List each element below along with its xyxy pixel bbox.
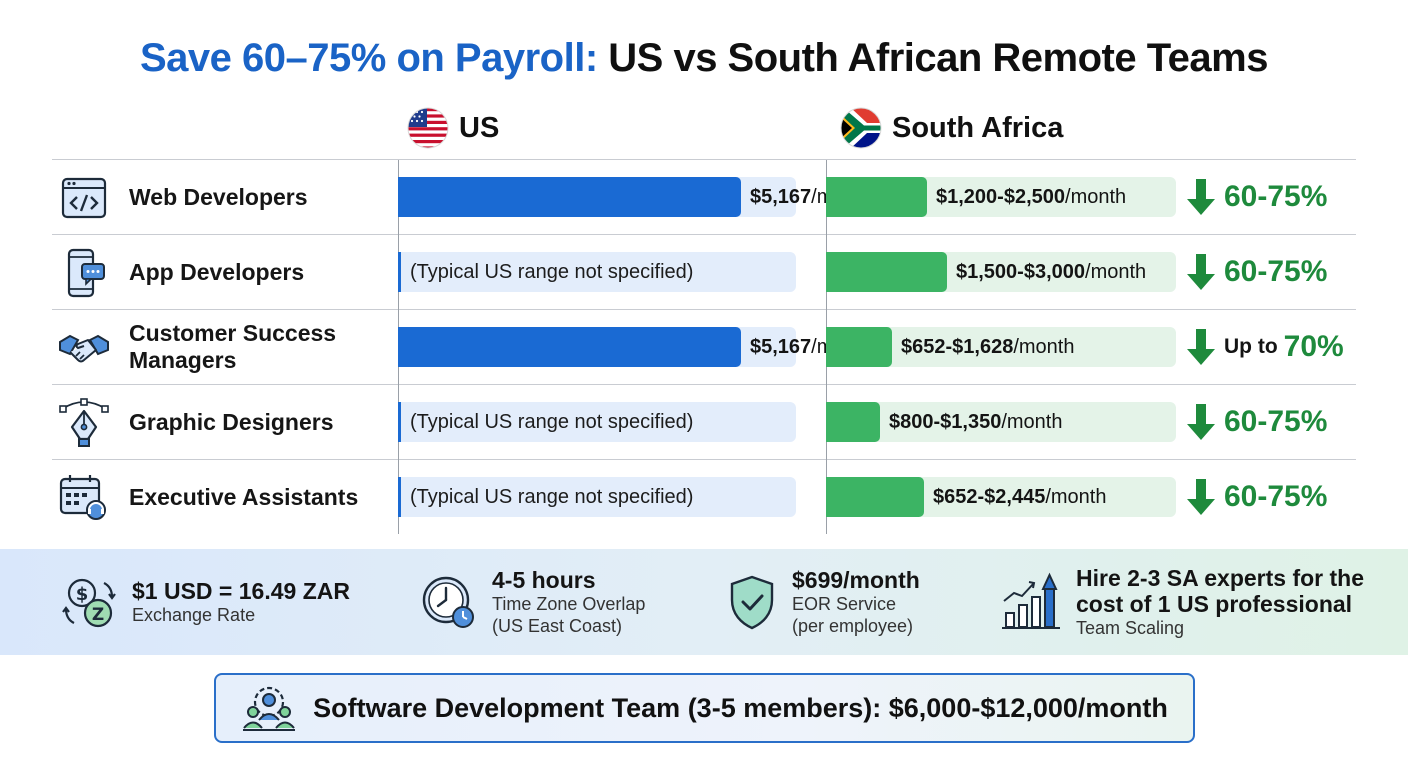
- role-label: Customer Success Managers: [129, 320, 337, 373]
- exchange-rate-value: $1 USD = 16.49 ZAR: [132, 578, 350, 604]
- us-bar-track: $5,167/month: [398, 177, 872, 217]
- down-arrow-icon: [1187, 254, 1215, 290]
- stat-exchange-rate: $ Z $1 USD = 16.49 ZAR Exchange Rate: [60, 549, 350, 655]
- sa-bar-track: $800-$1,350/month: [826, 402, 1176, 442]
- eor-service-note: (per employee): [792, 616, 914, 636]
- us-bar-empty-marker: [398, 477, 401, 517]
- time-zone-value: 4-5 hours: [492, 567, 596, 593]
- savings-indicator: 60-75%: [1186, 160, 1327, 234]
- us-bar: [398, 177, 741, 217]
- currency-exchange-icon: $ Z: [62, 578, 116, 628]
- savings-prefix: Up to: [1224, 335, 1278, 358]
- stat-eor-service: $699/month EOR Service (per employee): [726, 549, 920, 655]
- table-row: Executive Assistants (Typical US range no…: [52, 460, 1356, 534]
- down-arrow-icon: [1187, 479, 1215, 515]
- sa-bar: [826, 177, 927, 217]
- grid-line: [52, 309, 1356, 310]
- us-not-specified-label: (Typical US range not specified): [410, 260, 694, 283]
- svg-text:$: $: [76, 584, 89, 605]
- sa-bar: [826, 477, 924, 517]
- shield-check-icon: [730, 575, 774, 630]
- clock-icon: [422, 576, 474, 628]
- sa-column-label: South Africa: [892, 111, 1064, 144]
- table-row: Graphic Designers (Typical US range not s…: [52, 385, 1356, 459]
- title-highlight: Save 60–75% on Payroll:: [140, 36, 598, 80]
- sa-bar: [826, 402, 880, 442]
- table-row: Customer Success Managers $5,167/month $65…: [52, 310, 1356, 384]
- team-gear-icon: [243, 686, 296, 731]
- down-arrow-icon: [1187, 404, 1215, 440]
- team-scaling-value-line1: Hire 2-3 SA experts for the: [1076, 565, 1365, 591]
- sa-bar: [826, 327, 892, 367]
- time-zone-label: Time Zone Overlap: [492, 594, 646, 614]
- role-label: Executive Assistants: [129, 483, 359, 510]
- team-scaling-value-line2: cost of 1 US professional: [1076, 591, 1353, 617]
- role-label: App Developers: [129, 258, 305, 285]
- grid-line: [52, 234, 1356, 235]
- mobile-chat-icon: [58, 247, 110, 299]
- us-not-specified-label: (Typical US range not specified): [410, 410, 694, 433]
- us-bar-track: (Typical US range not specified): [398, 402, 796, 442]
- savings-percent: 60-75%: [1224, 255, 1328, 288]
- sa-bar-track: $652-$2,445/month: [826, 477, 1176, 517]
- savings-indicator: Up to 70%: [1186, 310, 1344, 384]
- exchange-rate-label: Exchange Rate: [132, 605, 256, 625]
- stat-team-scaling: Hire 2-3 SA experts for the cost of 1 US…: [1000, 549, 1364, 655]
- table-row: App Developers (Typical US range not spec…: [52, 235, 1356, 309]
- us-bar-empty-marker: [398, 252, 401, 292]
- calendar-headset-icon: [58, 472, 110, 524]
- stats-band: $ Z $1 USD = 16.49 ZAR Exchange Rate 4-5…: [0, 549, 1408, 655]
- us-bar-track: (Typical US range not specified): [398, 252, 796, 292]
- team-cost-callout: Software Development Team (3-5 members):…: [214, 673, 1195, 743]
- savings-indicator: 60-75%: [1186, 235, 1327, 309]
- stat-time-zone: 4-5 hours Time Zone Overlap (US East Coa…: [420, 549, 645, 655]
- savings-indicator: 60-75%: [1186, 460, 1327, 534]
- eor-service-value: $699/month: [792, 567, 920, 593]
- title-rest: US vs South African Remote Teams: [608, 36, 1268, 80]
- us-bar-track: (Typical US range not specified): [398, 477, 796, 517]
- role-label: Web Developers: [129, 183, 308, 210]
- table-row: Web Developers $5,167/month $1,200-$2,500/…: [52, 160, 1356, 234]
- sa-bar-track: $1,500-$3,000/month: [826, 252, 1176, 292]
- sa-value-label: $652-$1,628/month: [901, 335, 1075, 358]
- sa-bar-track: $1,200-$2,500/month: [826, 177, 1176, 217]
- team-cost-text: Software Development Team (3-5 members):…: [313, 692, 1168, 723]
- us-flag-icon: [407, 107, 449, 149]
- down-arrow-icon: [1187, 329, 1215, 365]
- us-bar-track: $5,167/month: [398, 327, 872, 367]
- code-window-icon: [58, 172, 110, 224]
- pen-tool-icon: [58, 397, 110, 449]
- role-label: Graphic Designers: [129, 408, 334, 435]
- handshake-icon: [58, 322, 110, 374]
- sa-bar-track: $652-$1,628/month: [826, 327, 1176, 367]
- sa-value-label: $1,200-$2,500/month: [936, 185, 1127, 208]
- page-title: Save 60–75% on Payroll: US vs South Afri…: [0, 36, 1408, 81]
- team-scaling-label: Team Scaling: [1076, 618, 1185, 638]
- grid-line: [52, 159, 1356, 160]
- us-column-header: US: [407, 106, 499, 150]
- us-bar-empty-marker: [398, 402, 401, 442]
- us-bar: [398, 327, 741, 367]
- savings-percent: 60-75%: [1224, 480, 1328, 513]
- time-zone-note: (US East Coast): [492, 616, 623, 636]
- sa-column-header: South Africa: [840, 106, 1063, 150]
- eor-service-label: EOR Service: [792, 594, 897, 614]
- sa-value-label: $1,500-$3,000/month: [956, 260, 1147, 283]
- us-column-label: US: [459, 111, 500, 144]
- growth-chart-icon: [1002, 572, 1060, 629]
- grid-line: [52, 459, 1356, 460]
- down-arrow-icon: [1187, 179, 1215, 215]
- savings-percent: 70%: [1283, 330, 1344, 363]
- savings-percent: 60-75%: [1224, 405, 1328, 438]
- svg-text:Z: Z: [92, 605, 104, 625]
- us-not-specified-label: (Typical US range not specified): [410, 485, 694, 508]
- grid-line: [52, 384, 1356, 385]
- sa-bar: [826, 252, 947, 292]
- sa-value-label: $800-$1,350/month: [889, 410, 1063, 433]
- south-africa-flag-icon: [840, 107, 882, 149]
- savings-percent: 60-75%: [1224, 180, 1328, 213]
- savings-indicator: 60-75%: [1186, 385, 1327, 459]
- sa-value-label: $652-$2,445/month: [933, 485, 1107, 508]
